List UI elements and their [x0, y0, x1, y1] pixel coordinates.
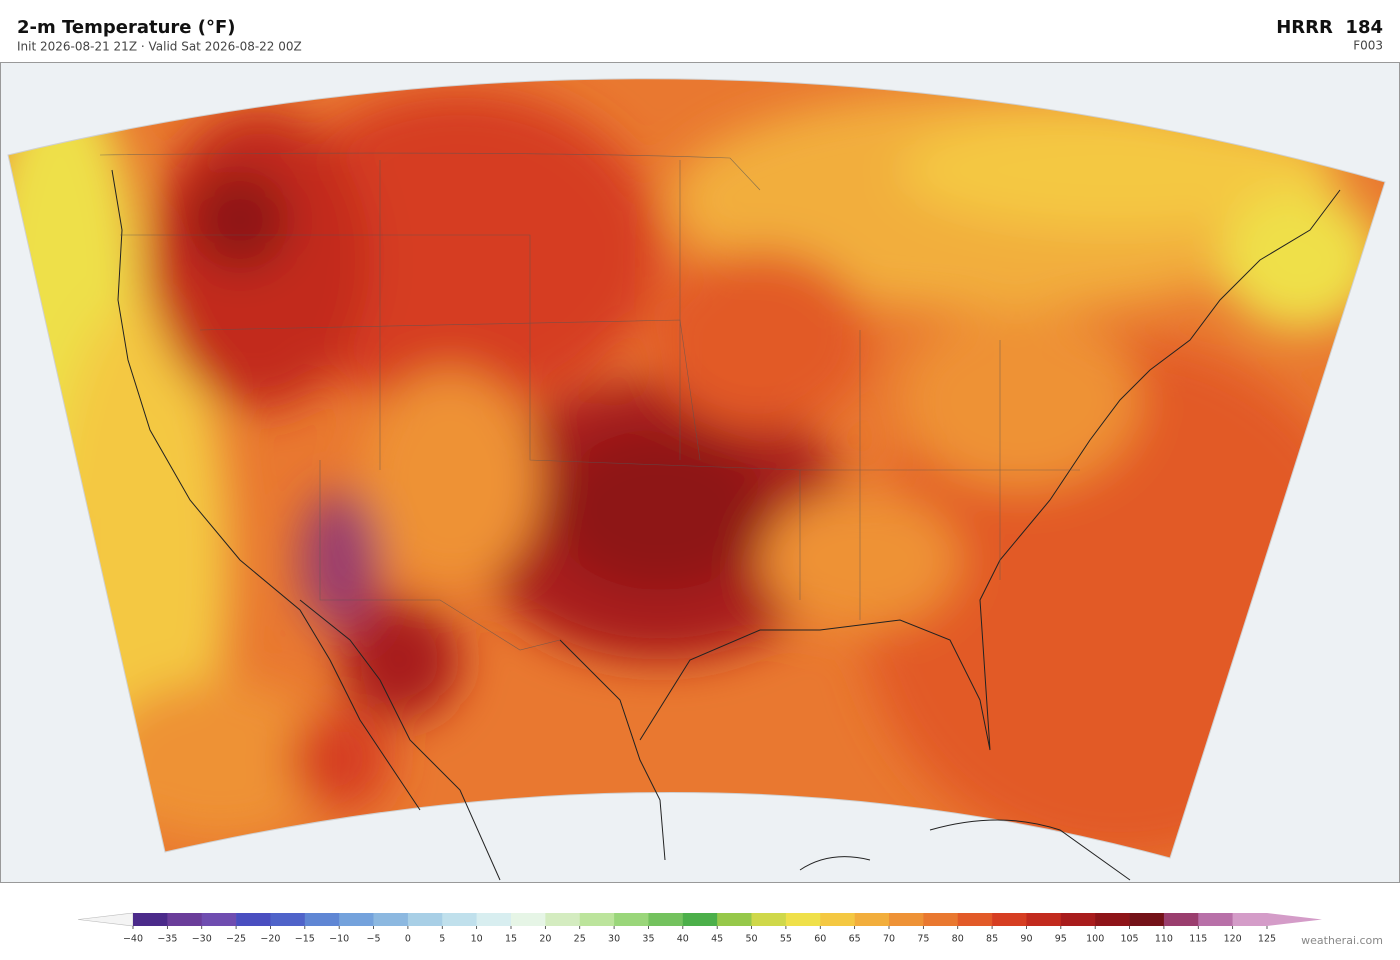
model-label: HRRR 184 [1276, 17, 1383, 38]
colorbar-swatch [476, 913, 512, 926]
colorbar-tick-label: 45 [711, 934, 723, 945]
colorbar-tick-label: −30 [192, 934, 212, 945]
colorbar-swatch [1129, 913, 1165, 926]
temperature-field [8, 78, 1385, 858]
colorbar-under [77, 912, 134, 927]
colorbar-tick-label: 15 [505, 934, 517, 945]
colorbar-tick-label: −20 [260, 934, 280, 945]
colorbar-swatch [442, 913, 477, 926]
colorbar-tick-label: 35 [642, 934, 654, 945]
colorbar-swatch [579, 913, 615, 926]
colorbar-tick-label: 30 [608, 934, 620, 945]
colorbar-tick-label: 100 [1086, 934, 1104, 945]
colorbar-tick-label: 50 [745, 934, 757, 945]
colorbar-swatch [957, 913, 993, 926]
colorbar-tick-label: 110 [1155, 934, 1173, 945]
colorbar-swatch [682, 913, 718, 926]
colorbar-tick-label: 25 [574, 934, 586, 945]
map [0, 62, 1400, 883]
colorbar-tick-label: 90 [1020, 934, 1032, 945]
colorbar-swatch [648, 913, 684, 926]
credit: weatherai.com [1301, 934, 1383, 947]
colorbar-swatch [511, 913, 546, 926]
colorbar-swatch [339, 913, 374, 926]
title: 2-m Temperature (°F) [17, 17, 236, 38]
colorbar-tick-label: −15 [295, 934, 315, 945]
colorbar-tick-label: 115 [1189, 934, 1207, 945]
colorbar-swatch [1060, 913, 1096, 926]
colorbar-swatch [236, 913, 271, 926]
colorbar-swatch [751, 913, 787, 926]
colorbar-swatch [304, 913, 340, 926]
colorbar-tick-label: 40 [677, 934, 689, 945]
colorbar-tick-label: 20 [539, 934, 551, 945]
colorbar-tick-label: −10 [329, 934, 349, 945]
colorbar-tick-label: 10 [471, 934, 483, 945]
colorbar-tick-label: 5 [439, 934, 445, 945]
colorbar-tick-label: −40 [123, 934, 143, 945]
colorbar-swatch [407, 913, 443, 926]
colorbar-swatch [785, 913, 821, 926]
colorbar-tick-label: −25 [226, 934, 246, 945]
colorbar-swatch [1232, 913, 1268, 926]
colorbar-tick-label: 120 [1224, 934, 1242, 945]
colorbar-tick-label: 105 [1120, 934, 1138, 945]
colorbar-swatch [1095, 913, 1130, 926]
colorbar-swatch [270, 913, 306, 926]
colorbar-tick-label: 95 [1055, 934, 1067, 945]
colorbar-tick-label: 80 [952, 934, 964, 945]
colorbar-swatch [545, 913, 581, 926]
colorbar-swatch [820, 913, 855, 926]
colorbar-tick-label: 75 [917, 934, 929, 945]
colorbar-swatch [373, 913, 409, 926]
colorbar-swatch [133, 913, 168, 926]
colorbar-swatch [201, 913, 237, 926]
colorbar-swatch [614, 913, 649, 926]
borders [99, 152, 1080, 651]
colorbar-tick-label: 60 [814, 934, 826, 945]
colorbar-tick-label: 70 [883, 934, 895, 945]
colorbar-swatch [854, 913, 890, 926]
subtitle: Init 2026-08-21 21Z · Valid Sat 2026-08-… [17, 40, 302, 54]
colorbar-swatch [1198, 913, 1233, 926]
colorbar-swatch [923, 913, 959, 926]
colorbar-tick-label: −35 [157, 934, 177, 945]
colorbar-tick-label: 65 [849, 934, 861, 945]
forecast-hour: F003 [1353, 39, 1383, 53]
colorbar-tick-label: 85 [986, 934, 998, 945]
colorbar-swatch [1026, 913, 1062, 926]
colorbar-swatch [1163, 913, 1199, 926]
colorbar-swatch [992, 913, 1027, 926]
colorbar-tick-label: 0 [405, 934, 411, 945]
colorbar-tick-label: 55 [780, 934, 792, 945]
colorbar-swatch [167, 913, 203, 926]
colorbar-over [1267, 913, 1322, 926]
colorbar: −40 −35 −30 −25 −20 −15 −10 −5 0 5 10 15 20 25 30 35 40 4… [77, 912, 1322, 945]
colorbar-tick-label: −5 [367, 934, 381, 945]
colorbar-swatch [717, 913, 752, 926]
colorbar-swatch [889, 913, 924, 926]
colorbar-tick-label: 125 [1258, 934, 1276, 945]
